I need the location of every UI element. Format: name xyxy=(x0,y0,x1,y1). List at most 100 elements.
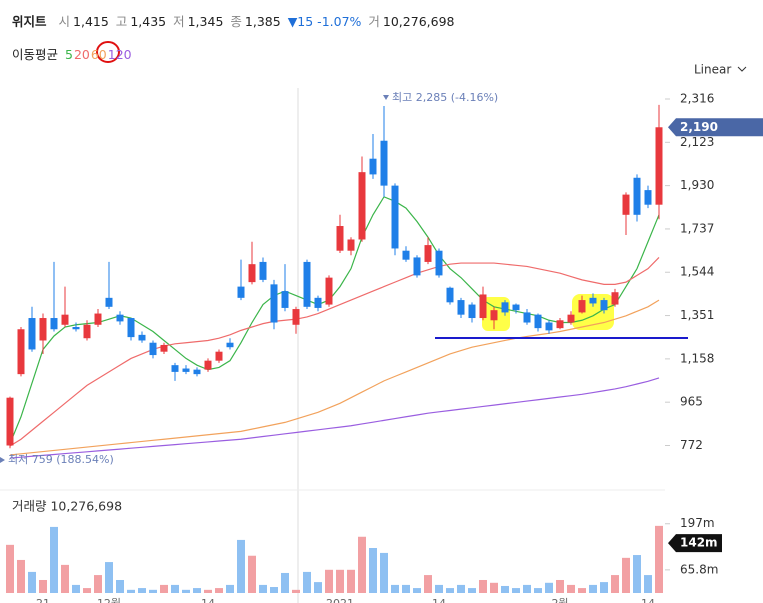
header: 위지트 시 1,415 고 1,435 저 1,345 종 1,385 ▼15 -1.0… xyxy=(12,11,457,30)
x-tick-label: 21 xyxy=(36,597,50,603)
volume-bar xyxy=(182,589,190,593)
chevron[interactable] xyxy=(737,66,747,72)
candle-body xyxy=(545,322,553,331)
volume-bar xyxy=(193,588,201,593)
candle-body xyxy=(17,329,25,375)
candle-body xyxy=(259,261,267,280)
volume-bar xyxy=(259,584,267,593)
volume-bar xyxy=(358,536,366,593)
volume-bar xyxy=(83,588,91,593)
candle-body xyxy=(149,342,157,356)
stock-name: 위지트 xyxy=(12,14,47,29)
candle-body xyxy=(127,318,135,338)
legend-entry[interactable]: 20 xyxy=(73,47,90,62)
candle-body xyxy=(589,297,597,304)
volume-bar xyxy=(413,588,421,593)
ma-line xyxy=(9,377,660,459)
candle-body xyxy=(523,312,531,323)
ma-line xyxy=(9,299,660,456)
x-tick-label: 14 xyxy=(641,597,655,603)
volume-title: 거래량 10,276,698 xyxy=(12,499,122,514)
candle-body xyxy=(468,304,476,319)
x-tick-label: 14 xyxy=(201,597,215,603)
volume-bar xyxy=(347,569,355,593)
volume-bar xyxy=(17,559,25,593)
volume-tag-label: 142m xyxy=(680,536,718,550)
candle-body xyxy=(501,302,509,313)
candle-body xyxy=(446,287,454,303)
volume-bar xyxy=(567,584,575,593)
item-label: 고 xyxy=(115,14,128,29)
candle-body xyxy=(182,368,190,372)
volume-bar xyxy=(512,588,520,593)
item-value: 1,345 xyxy=(187,14,224,29)
candle-body xyxy=(556,320,564,329)
ma-line xyxy=(9,257,660,447)
volume-bar xyxy=(28,571,36,593)
volume-bar xyxy=(94,575,102,593)
volume-bar xyxy=(314,582,322,593)
volume-bar xyxy=(622,557,630,593)
candle-body xyxy=(611,292,619,305)
scale-mode[interactable]: Linear xyxy=(694,63,731,77)
candle-body xyxy=(83,324,91,339)
change: ▼15 -1.07% xyxy=(287,14,362,29)
candle-body xyxy=(50,318,58,330)
candle-body xyxy=(380,140,388,186)
volume-bar xyxy=(611,575,619,593)
y-tick-label: 1,158 xyxy=(680,351,714,365)
volume-bar xyxy=(270,587,278,593)
candle-body xyxy=(237,286,245,298)
candle-body xyxy=(292,309,300,325)
volume-bar xyxy=(61,564,69,593)
candle-body xyxy=(160,344,168,352)
item-value: 1,385 xyxy=(244,14,281,29)
candle-body xyxy=(534,314,542,329)
candle-body xyxy=(457,300,465,315)
candle-body xyxy=(391,185,399,249)
candle-body xyxy=(578,300,586,313)
volume-bar xyxy=(534,588,542,593)
volume-bar xyxy=(457,584,465,593)
candle-body xyxy=(655,127,663,205)
volume-bar xyxy=(578,588,586,593)
volume-bar xyxy=(391,584,399,593)
candle-body xyxy=(193,369,201,375)
volume-bar xyxy=(545,582,553,593)
candle-body xyxy=(171,365,179,372)
volume-bar xyxy=(336,569,344,593)
volume-bar xyxy=(424,575,432,593)
candle-body xyxy=(314,297,322,308)
item-label: 저 xyxy=(173,14,185,29)
candle-body xyxy=(248,264,256,283)
volume-bar xyxy=(468,588,476,593)
volume-bar xyxy=(369,548,377,593)
y-tick-label: 2,123 xyxy=(680,135,714,149)
legend-entry[interactable]: 5 xyxy=(65,47,73,62)
volume-bar xyxy=(633,555,641,593)
candle-body xyxy=(633,177,641,215)
price-tag-label: 2,190 xyxy=(680,120,718,134)
high-annotation: 최고 2,285 (-4.16%) xyxy=(392,91,498,104)
candle-body xyxy=(281,291,289,308)
volume-bar xyxy=(72,584,80,593)
candle-body xyxy=(435,250,443,276)
legend-entry[interactable]: 120 xyxy=(107,47,132,62)
candle-body xyxy=(28,318,36,350)
volume-bar xyxy=(303,571,311,593)
volume-bar xyxy=(589,584,597,593)
item-label: 종 xyxy=(230,14,242,29)
drawn-circle xyxy=(96,41,120,63)
candle-body xyxy=(72,327,80,330)
volume-bar xyxy=(402,584,410,593)
volume-bar xyxy=(105,562,113,593)
volume-bar xyxy=(149,589,157,593)
legend-entry[interactable]: 60 xyxy=(90,47,107,62)
y-tick-label: 1,930 xyxy=(680,178,714,192)
y-tick-label: 965 xyxy=(680,395,703,409)
candle-body xyxy=(424,245,432,262)
candle-body xyxy=(644,190,652,205)
item-label: 시 xyxy=(58,14,71,29)
